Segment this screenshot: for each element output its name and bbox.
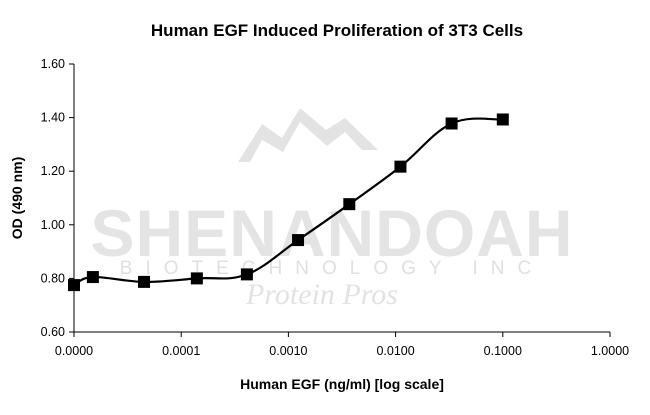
x-tick-label: 0.0000 [55,344,93,358]
y-axis-label: OD (490 nm) [9,157,25,239]
x-axis-label: Human EGF (ng/ml) [log scale] [240,376,444,392]
x-tick-label: 0.1000 [484,344,522,358]
data-point [68,279,80,292]
data-point [292,234,305,247]
chart-title: Human EGF Induced Proliferation of 3T3 C… [151,21,523,40]
data-point [240,268,253,281]
x-tick-label: 0.0100 [376,344,414,358]
data-point [86,271,99,284]
data-point [343,198,356,211]
y-tick-label: 0.60 [41,325,65,339]
data-point [190,272,203,285]
data-point [496,113,509,126]
y-tick-label: 0.80 [41,271,65,285]
watermark-mountain-logo [238,108,378,162]
watermark-brand: SHENANDOAH [90,196,573,270]
y-tick-label: 1.00 [41,218,65,232]
data-point [394,160,407,173]
y-tick-label: 1.40 [41,111,65,125]
watermark-subtitle: BIOTECHNOLOGY INC [120,258,544,279]
x-tick-label: 0.0001 [162,344,200,358]
data-point [138,275,151,288]
data-points [68,113,509,292]
y-tick-label: 1.20 [41,164,65,178]
series-line [73,117,503,287]
watermark: SHENANDOAH BIOTECHNOLOGY INC Protein Pro… [90,108,573,311]
x-tick-label: 1.0000 [591,344,629,358]
watermark-tagline: Protein Pros [245,278,398,311]
x-tick-label: 0.0010 [269,344,307,358]
y-ticks: 0.60 0.80 1.00 1.20 1.40 1.60 [41,57,74,339]
x-ticks: 0.0000 0.0001 0.0010 0.0100 0.1000 1.0000 [55,332,629,358]
y-tick-label: 1.60 [41,57,65,71]
data-point [445,117,458,130]
